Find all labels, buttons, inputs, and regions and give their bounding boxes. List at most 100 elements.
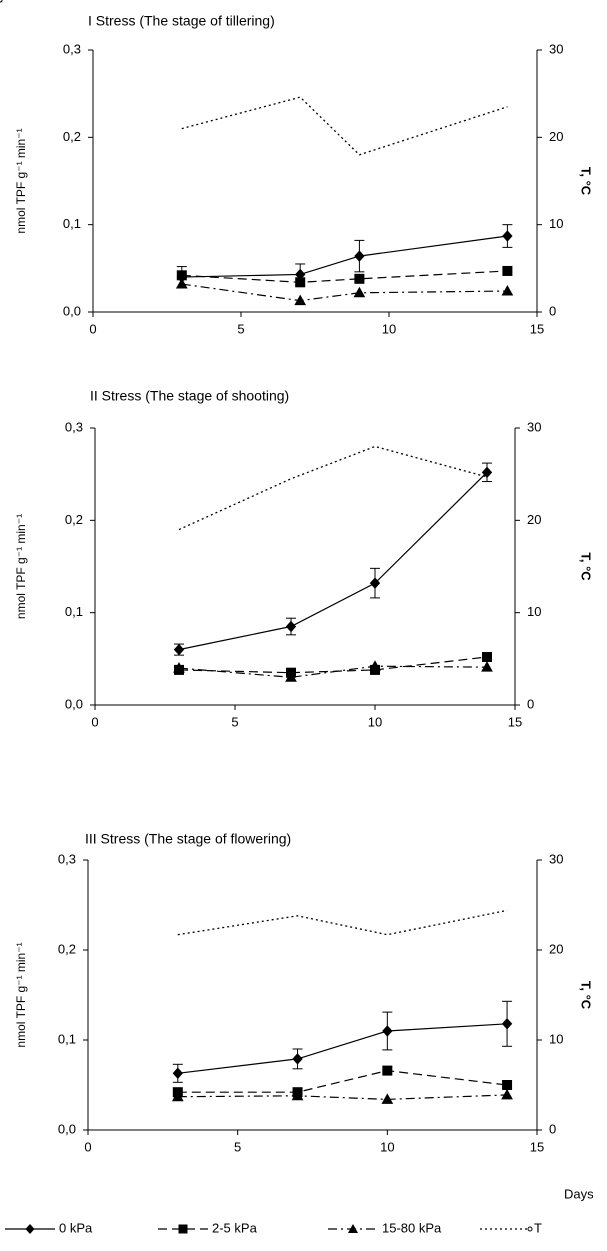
y2-tick-label: 10 — [527, 604, 541, 619]
legend-item: 2-5 kPa — [158, 1220, 258, 1235]
y2-tick-label: 20 — [527, 512, 541, 527]
y-axis-label: nmol TPF g⁻¹ min⁻¹ — [14, 514, 28, 619]
x-tick-label: 10 — [380, 1139, 394, 1154]
y2-tick-label: 0 — [549, 1121, 556, 1136]
y2-axis-label: T, °C — [579, 981, 594, 1010]
series-line — [177, 1023, 508, 1074]
marker — [285, 620, 297, 633]
x-tick-label: 10 — [382, 321, 396, 336]
marker — [501, 1088, 513, 1100]
y-tick-label: 0,2 — [58, 941, 76, 956]
marker — [291, 1089, 304, 1101]
series-line — [181, 283, 508, 302]
marker — [354, 250, 365, 262]
marker — [481, 661, 493, 672]
x-tick-label: 5 — [237, 321, 244, 336]
marker — [369, 660, 381, 671]
y-tick-label: 0,0 — [63, 303, 81, 318]
x-tick-label: 5 — [234, 1139, 241, 1154]
legend-item: 15-80 kPa — [328, 1220, 442, 1235]
x-tick-label: 0 — [91, 714, 98, 729]
y2-tick-label: 30 — [549, 851, 563, 866]
marker — [175, 278, 188, 289]
x-tick-label: 10 — [368, 714, 382, 729]
marker — [173, 643, 185, 656]
x-tick-label: 0 — [84, 1139, 91, 1154]
series-line — [178, 665, 488, 678]
series-line — [177, 1069, 508, 1093]
y-tick-label: 0,2 — [65, 512, 83, 527]
y-axis-label: nmol TPF g⁻¹ min⁻¹ — [14, 128, 28, 233]
series-line — [181, 96, 508, 156]
marker — [171, 1090, 184, 1102]
chart-title: I Stress (The stage of tillering) — [88, 13, 275, 29]
legend-label: T — [534, 1220, 542, 1235]
marker — [381, 1093, 394, 1104]
series-line — [178, 445, 488, 531]
x-tick-label: 15 — [530, 321, 544, 336]
marker — [294, 294, 307, 306]
marker — [481, 466, 493, 479]
series-line — [178, 471, 488, 651]
legend-marker — [348, 1224, 358, 1233]
marker — [172, 1067, 183, 1080]
legend-item: 0 kPa — [5, 1220, 93, 1235]
y-tick-label: 0,3 — [65, 419, 83, 434]
chart-title: III Stress (The stage of flowering) — [85, 831, 291, 847]
x-axis-label: Days — [564, 1186, 594, 1201]
y-axis-label: nmol TPF g⁻¹ min⁻¹ — [14, 942, 28, 1047]
y-tick-label: 0,0 — [65, 696, 83, 711]
y-tick-label: 0,0 — [58, 1121, 76, 1136]
marker — [173, 662, 185, 673]
y-tick-label: 0,3 — [58, 851, 76, 866]
legend-label: 2-5 kPa — [212, 1220, 258, 1235]
legend-marker — [25, 1224, 35, 1234]
series-line — [177, 909, 508, 936]
x-tick-label: 15 — [530, 1139, 544, 1154]
y2-tick-label: 30 — [527, 419, 541, 434]
legend-marker — [178, 1224, 188, 1234]
y2-tick-label: 10 — [549, 216, 563, 231]
x-tick-label: 0 — [89, 321, 96, 336]
marker — [369, 577, 381, 589]
series-line — [178, 656, 488, 674]
marker — [502, 265, 513, 276]
y-tick-label: 0,1 — [65, 604, 83, 619]
y2-tick-label: 20 — [549, 941, 563, 956]
marker — [285, 671, 297, 682]
y2-tick-label: 20 — [549, 129, 563, 144]
series-line — [181, 235, 508, 278]
marker — [502, 1080, 513, 1090]
y-tick-label: 0,1 — [58, 1031, 76, 1046]
y-tick-label: 0,1 — [63, 216, 81, 231]
y2-tick-label: 0 — [549, 303, 556, 318]
legend-label: 15-80 kPa — [382, 1220, 442, 1235]
marker — [501, 285, 514, 296]
y2-axis-label: T, °C — [579, 552, 594, 581]
marker — [0, 0, 3, 3]
marker — [382, 1025, 393, 1037]
y2-tick-label: 0 — [527, 696, 534, 711]
chart-title: II Stress (The stage of shooting) — [90, 388, 289, 404]
legend-item: T — [480, 1220, 542, 1235]
y2-axis-label: T, °C — [579, 167, 594, 196]
series-line — [177, 1094, 508, 1101]
marker — [382, 1065, 393, 1076]
y-tick-label: 0,3 — [63, 41, 81, 56]
marker — [501, 1018, 513, 1030]
y-tick-label: 0,2 — [63, 129, 81, 144]
x-tick-label: 5 — [231, 714, 238, 729]
marker — [353, 286, 366, 298]
marker — [292, 1053, 303, 1065]
marker — [502, 230, 513, 242]
marker — [482, 651, 492, 662]
marker — [354, 273, 365, 284]
y2-tick-label: 30 — [549, 41, 563, 56]
legend-label: 0 kPa — [59, 1220, 93, 1235]
y2-tick-label: 10 — [549, 1031, 563, 1046]
marker — [295, 277, 306, 288]
legend-marker — [527, 1226, 533, 1232]
series-line — [181, 270, 508, 283]
x-tick-label: 15 — [508, 714, 522, 729]
